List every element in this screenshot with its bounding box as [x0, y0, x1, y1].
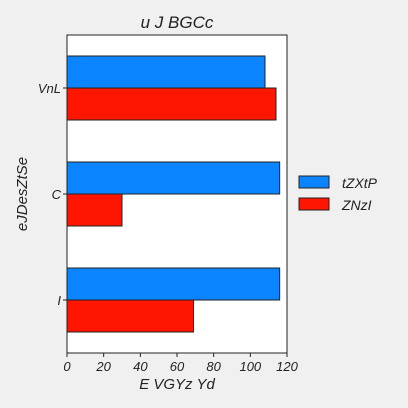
legend-label-tZXtP: tZXtP	[342, 175, 378, 191]
x-tick-label: 0	[63, 359, 71, 374]
bar-tZXtP-I	[66, 267, 281, 301]
bar-ZNzI-VnL	[66, 87, 277, 121]
legend: tZXtP ZNzI	[298, 175, 378, 213]
y-axis-label: eJDesZtSe	[14, 157, 31, 231]
x-tick-label: 40	[133, 359, 148, 374]
legend-label-ZNzI: ZNzI	[341, 197, 372, 213]
y-tick-label: I	[57, 293, 61, 308]
x-tick-label: 80	[206, 359, 221, 374]
chart-title: u J BGCc	[141, 13, 214, 32]
y-axis-ticks: VnL C I	[38, 81, 67, 308]
x-axis-label: E VGYz Yd	[139, 376, 215, 393]
x-tick-label: 20	[95, 359, 111, 374]
x-tick-label: 100	[239, 359, 261, 374]
y-tick-label: C	[52, 187, 62, 202]
bar-tZXtP-VnL	[66, 55, 266, 89]
bar-ZNzI-I	[66, 299, 194, 333]
bar-ZNzI-C	[66, 193, 123, 227]
legend-swatch-tZXtP	[298, 175, 330, 189]
legend-swatch-ZNzI	[298, 197, 330, 211]
y-tick-label: VnL	[38, 81, 61, 96]
x-tick-label: 120	[276, 359, 298, 374]
x-tick-label: 60	[170, 359, 185, 374]
bars	[66, 55, 281, 333]
bar-tZXtP-C	[66, 161, 281, 195]
x-axis-ticks: 0 20 40 60 80 100 120	[63, 353, 299, 374]
